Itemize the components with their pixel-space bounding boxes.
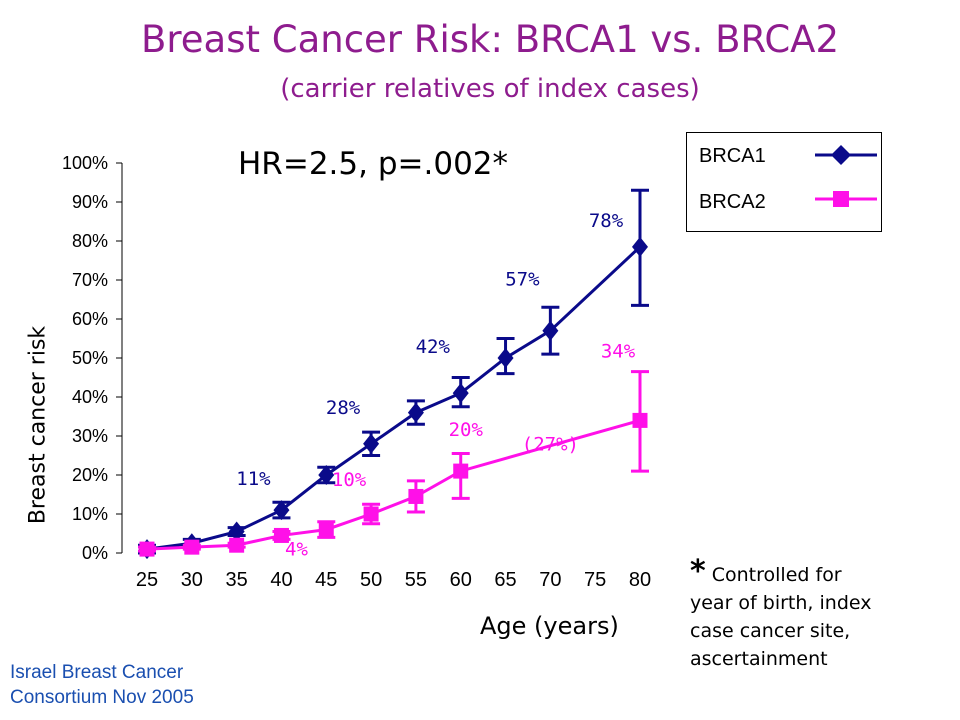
legend-swatch-brca1: [815, 145, 877, 165]
legend-label-brca2: BRCA2: [699, 191, 766, 213]
x-tick-label: 45: [315, 569, 337, 591]
y-tick-label: 40%: [72, 387, 108, 407]
y-tick-label: 30%: [72, 426, 108, 446]
credit-line-1: Israel Breast Cancer: [10, 662, 184, 683]
hazard-ratio-annotation: HR=2.5, p=.002*: [238, 146, 509, 182]
x-axis-label: Age (years): [480, 612, 619, 640]
x-tick-label: 25: [136, 569, 158, 591]
footnote-line-3: case cancer site,: [690, 620, 851, 642]
data-label-brca1: 57%: [505, 269, 540, 291]
series-brca1: [138, 188, 649, 560]
series-brca2: [138, 370, 649, 557]
chart-subtitle: (carrier relatives of index cases): [280, 74, 700, 104]
data-point-diamond: [228, 521, 245, 542]
y-tick-label: 80%: [72, 231, 108, 251]
data-label-brca1: 42%: [416, 336, 451, 358]
x-tick-label: 55: [405, 569, 427, 591]
data-point-diamond: [273, 500, 290, 521]
x-tick-label: 30: [181, 569, 203, 591]
x-tick-label: 60: [450, 569, 472, 591]
data-point-diamond: [363, 433, 380, 454]
data-point-square: [408, 488, 424, 504]
legend-swatch-brca2: [815, 191, 877, 207]
footnote-line-4: ascertainment: [690, 648, 828, 670]
y-tick-label: 70%: [72, 270, 108, 290]
data-label-brca2: 20%: [449, 419, 484, 441]
y-tick-label: 20%: [72, 465, 108, 485]
y-axis-label: Breast cancer risk: [25, 325, 51, 525]
data-point-square: [273, 527, 289, 543]
legend-label-brca1: BRCA1: [699, 145, 766, 167]
y-tick-label: 10%: [72, 504, 108, 524]
y-axis: 0% 10% 20% 30% 40% 50% 60% 70% 80% 90% 100%: [62, 153, 123, 563]
data-point-square: [229, 537, 245, 553]
data-label-brca2: 10%: [332, 469, 367, 491]
data-label-brca2: (27%): [522, 434, 579, 456]
data-label-brca1: 78%: [589, 210, 624, 232]
data-point-diamond: [318, 465, 335, 485]
data-label-brca1: 11%: [236, 468, 271, 490]
data-point-square: [453, 463, 469, 479]
data-label-brca1: 28%: [326, 397, 361, 419]
data-point-square: [139, 541, 155, 557]
legend: BRCA1 BRCA2: [686, 132, 882, 232]
data-point-diamond: [452, 383, 469, 404]
credit: Israel Breast Cancer Consortium Nov 2005: [10, 660, 194, 710]
data-point-diamond: [407, 402, 424, 423]
data-point-square: [184, 539, 200, 555]
x-tick-label: 80: [629, 569, 651, 591]
data-point-square: [318, 522, 334, 538]
x-tick-label: 50: [360, 569, 382, 591]
data-point-diamond: [542, 320, 559, 341]
data-point-square: [363, 506, 379, 522]
data-point-square: [632, 412, 648, 428]
credit-line-2: Consortium Nov 2005: [10, 687, 194, 708]
footnote-line-1: Controlled for: [711, 564, 842, 586]
data-label-brca2: 4%: [285, 538, 308, 560]
x-tick-label: 40: [270, 569, 292, 591]
y-tick-label: 100%: [62, 153, 108, 173]
x-tick-label: 35: [226, 569, 248, 591]
x-tick-label: 75: [584, 569, 606, 591]
y-tick-label: 0%: [82, 543, 108, 563]
x-axis: 25 30 35 40 45 50 55 60 65 70 75 80: [136, 569, 651, 591]
data-labels: 11% 28% 42% 57% 78% 4% 10% 20% (27%) 34%: [236, 210, 635, 561]
chart-title: Breast Cancer Risk: BRCA1 vs. BRCA2: [140, 18, 840, 61]
footnote: * Controlled for year of birth, index ca…: [690, 557, 950, 673]
y-tick-label: 90%: [72, 192, 108, 212]
y-tick-label: 50%: [72, 348, 108, 368]
series-layer: [138, 188, 649, 560]
x-tick-label: 65: [494, 569, 516, 591]
footnote-star: *: [690, 554, 706, 589]
data-label-brca2: 34%: [601, 340, 636, 362]
footnote-line-2: year of birth, index: [690, 592, 872, 614]
y-tick-label: 60%: [72, 309, 108, 329]
data-point-diamond: [632, 236, 648, 257]
data-point-diamond: [497, 348, 514, 368]
x-tick-label: 70: [539, 569, 561, 591]
